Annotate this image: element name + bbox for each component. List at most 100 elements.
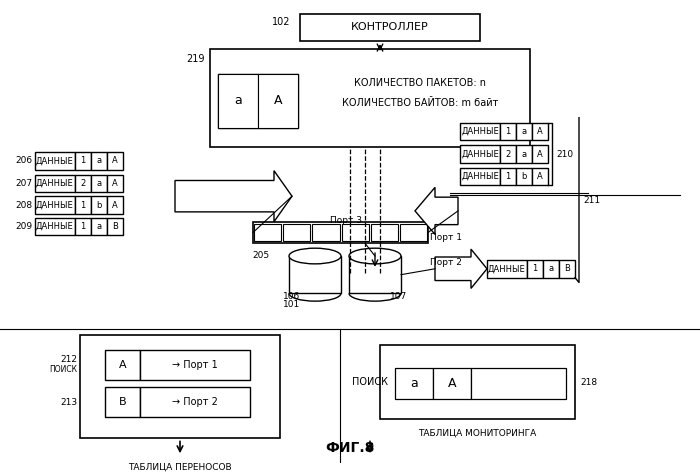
- Bar: [107, 196, 123, 214]
- Text: a: a: [548, 264, 554, 273]
- Text: A: A: [112, 156, 118, 165]
- Text: B: B: [564, 264, 570, 273]
- Bar: [516, 123, 532, 140]
- Ellipse shape: [349, 248, 401, 264]
- Text: ДАННЫЕ: ДАННЫЕ: [36, 179, 74, 188]
- Bar: [107, 218, 123, 236]
- Text: 209: 209: [15, 222, 32, 231]
- Text: a: a: [522, 127, 526, 136]
- Bar: [460, 168, 500, 185]
- Text: 101: 101: [283, 300, 300, 309]
- Bar: [433, 368, 471, 399]
- Text: 205: 205: [253, 251, 270, 260]
- Bar: [380, 346, 575, 419]
- Bar: [105, 350, 140, 379]
- Text: 218: 218: [580, 378, 597, 387]
- Text: 1: 1: [80, 222, 85, 231]
- Text: КОНТРОЛЛЕР: КОНТРОЛЛЕР: [351, 23, 429, 33]
- Text: Порт 1: Порт 1: [430, 233, 462, 242]
- Text: A: A: [112, 179, 118, 188]
- Text: 207: 207: [15, 179, 32, 188]
- Bar: [91, 196, 107, 214]
- Text: a: a: [97, 179, 102, 188]
- Text: 219: 219: [186, 54, 205, 64]
- Text: a: a: [97, 222, 102, 231]
- Bar: [289, 256, 341, 293]
- Text: a: a: [97, 156, 102, 165]
- Bar: [543, 260, 559, 278]
- Bar: [80, 336, 280, 438]
- Text: A: A: [112, 201, 118, 210]
- Text: ФИГ.8: ФИГ.8: [326, 441, 374, 455]
- Bar: [460, 123, 500, 140]
- Text: ДАННЫЕ: ДАННЫЕ: [36, 222, 74, 231]
- Ellipse shape: [289, 248, 341, 264]
- Text: ДАННЫЕ: ДАННЫЕ: [36, 201, 74, 210]
- Text: Порт 2: Порт 2: [430, 258, 462, 268]
- Text: 1: 1: [505, 172, 510, 181]
- Bar: [91, 218, 107, 236]
- Bar: [371, 224, 398, 241]
- Text: A: A: [119, 360, 126, 370]
- Bar: [75, 218, 91, 236]
- Text: A: A: [537, 172, 543, 181]
- Polygon shape: [175, 171, 292, 222]
- Text: 210: 210: [556, 150, 573, 159]
- Bar: [254, 224, 281, 241]
- Polygon shape: [415, 187, 458, 235]
- Bar: [532, 123, 548, 140]
- Text: ТАБЛИЦА ПЕРЕНОСОВ: ТАБЛИЦА ПЕРЕНОСОВ: [128, 463, 232, 472]
- Text: b: b: [97, 201, 102, 210]
- Bar: [349, 256, 401, 293]
- Bar: [140, 388, 250, 417]
- Bar: [91, 152, 107, 170]
- Bar: [140, 350, 250, 379]
- Bar: [395, 368, 433, 399]
- Bar: [210, 49, 530, 147]
- Text: 1: 1: [80, 156, 85, 165]
- Bar: [527, 260, 543, 278]
- Bar: [75, 152, 91, 170]
- Polygon shape: [435, 249, 487, 288]
- Bar: [105, 388, 140, 417]
- Bar: [91, 175, 107, 192]
- Text: B: B: [119, 397, 126, 407]
- Text: A: A: [448, 377, 456, 390]
- Bar: [300, 14, 480, 41]
- Text: a: a: [234, 94, 242, 107]
- Bar: [218, 74, 298, 127]
- Text: ДАННЫЕ: ДАННЫЕ: [461, 127, 499, 136]
- Text: ДАННЫЕ: ДАННЫЕ: [488, 264, 526, 273]
- Bar: [516, 168, 532, 185]
- Text: 213: 213: [60, 398, 77, 407]
- Bar: [500, 168, 516, 185]
- Bar: [107, 175, 123, 192]
- Bar: [35, 218, 75, 236]
- Bar: [487, 260, 527, 278]
- Text: КОЛИЧЕСТВО ПАКЕТОВ: n: КОЛИЧЕСТВО ПАКЕТОВ: n: [354, 78, 486, 88]
- Text: ДАННЫЕ: ДАННЫЕ: [461, 150, 499, 159]
- Text: b: b: [522, 172, 526, 181]
- Bar: [460, 145, 500, 163]
- Text: КОЛИЧЕСТВО БАЙТОВ: m байт: КОЛИЧЕСТВО БАЙТОВ: m байт: [342, 98, 498, 108]
- Text: Порт 3: Порт 3: [330, 216, 362, 225]
- Bar: [342, 224, 369, 241]
- Text: A: A: [274, 94, 282, 107]
- Text: 2: 2: [505, 150, 510, 159]
- Bar: [312, 224, 340, 241]
- Bar: [218, 74, 258, 127]
- Text: → Порт 2: → Порт 2: [172, 397, 218, 407]
- Text: a: a: [410, 377, 418, 390]
- Text: 2: 2: [80, 179, 85, 188]
- Bar: [400, 224, 427, 241]
- Bar: [35, 152, 75, 170]
- Bar: [516, 145, 532, 163]
- Bar: [35, 175, 75, 192]
- Bar: [500, 123, 516, 140]
- Bar: [471, 368, 566, 399]
- Text: 106: 106: [283, 292, 300, 301]
- Bar: [107, 152, 123, 170]
- Text: 107: 107: [390, 292, 407, 301]
- Text: ПОИСК: ПОИСК: [49, 365, 77, 374]
- Bar: [500, 145, 516, 163]
